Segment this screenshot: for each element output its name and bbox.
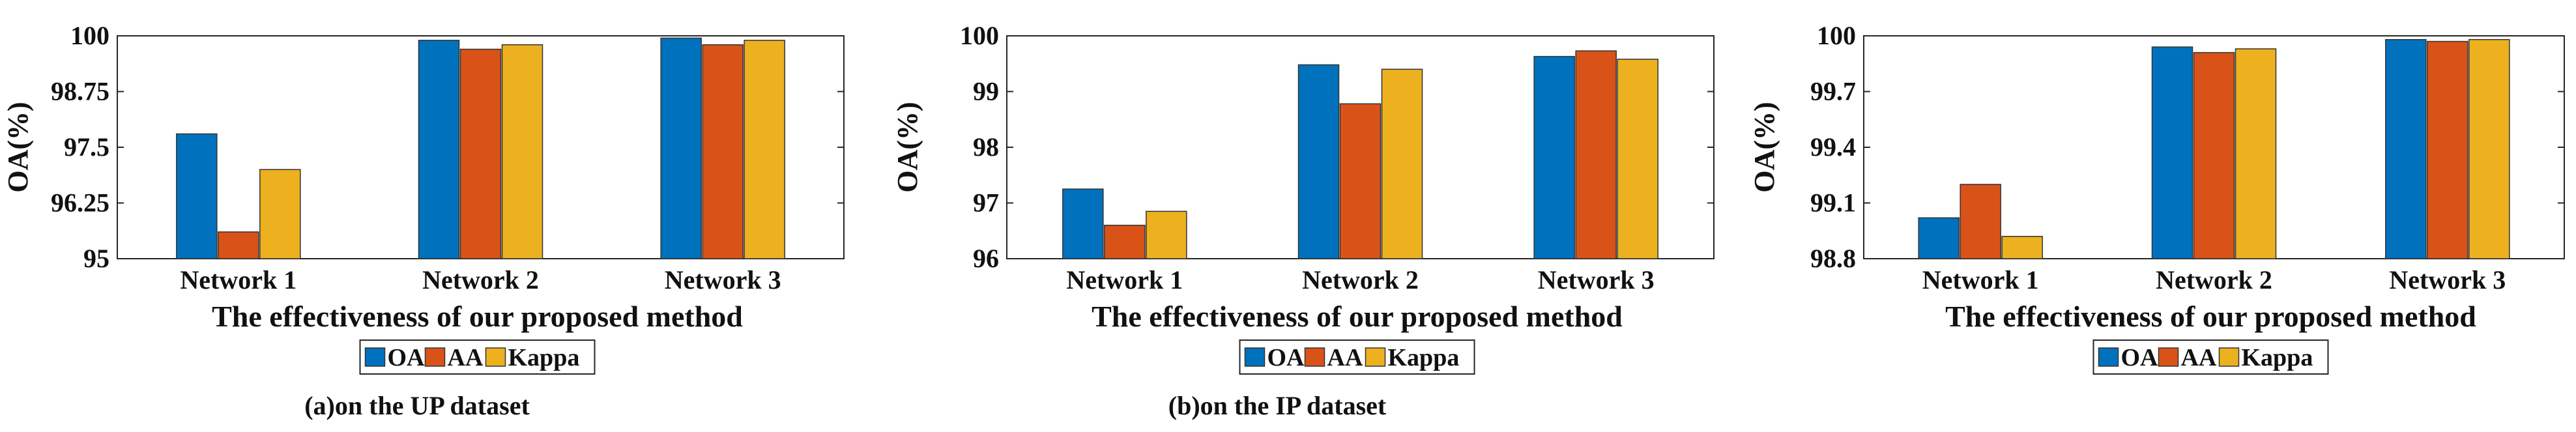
y-tick-label: 98.8 [1810,244,1856,273]
legend-label-aa: AA [1327,344,1363,371]
legend-swatch-oa [364,347,386,367]
y-tick-label: 96 [973,244,999,273]
bar-aa-3 [1575,50,1617,259]
bar-kappa-3 [1617,59,1658,259]
legend-label-kappa: Kappa [1388,344,1460,371]
legend-label-oa: OA [2121,344,2159,371]
y-axis-label: OA(%) [1748,102,1780,192]
legend-label-oa: OA [388,344,426,371]
x-tick-label: Network 3 [1538,265,1655,295]
legend-box [359,339,596,375]
bar-aa-2 [1339,103,1382,259]
chart-panel-2: 96 97 98 99 100 OA(%) Network 1 Network 2 Networ… [891,21,1715,420]
bar-aa-3 [702,44,744,259]
bar-kappa-1 [1146,210,1187,259]
y-tick-label: 99.7 [1810,77,1856,106]
x-tick-label: Network 2 [2156,265,2272,295]
bar-aa-1 [1960,184,2001,259]
legend-label-oa: OA [1267,344,1305,371]
bar-oa-2 [2151,46,2193,259]
chart-panel-3: 98.8 99.1 99.4 99.7 100 OA(%) Network 1 Network… [1748,21,2565,375]
y-tick-label: 97 [973,188,999,218]
y-tick-label: 98 [973,132,999,162]
y-tick-label: 100 [1817,21,1856,50]
bar-aa-3 [2427,40,2468,259]
bar-kappa-2 [501,44,543,259]
y-tick-label: 99.1 [1810,188,1856,218]
legend-swatch-aa [1304,347,1325,367]
bar-kappa-2 [1381,68,1423,259]
y-tick-label: 100 [70,21,109,50]
bar-kappa-1 [2001,236,2043,259]
legend-swatch-oa [1244,347,1266,367]
y-tick-label: 96.25 [51,188,109,218]
x-tick-label: Network 3 [665,265,781,295]
legend: OA AA Kappa [1239,339,1475,375]
y-tick-label: 99 [973,77,999,106]
bar-oa-2 [1297,64,1340,259]
legend-swatch-kappa [485,347,506,367]
x-axis-label: The effectiveness of our proposed method [1945,300,2476,333]
chart-panel-1: 95 96.25 97.5 98.75 100 OA(%) Network 1 Network… [2,21,845,420]
bar-oa-3 [660,37,702,259]
y-axis-label: OA(%) [891,102,923,192]
legend-box [2092,339,2329,375]
bar-oa-1 [1062,188,1104,259]
legend-swatch-oa [2098,347,2119,367]
legend-label-aa: AA [448,344,484,371]
legend: OA AA Kappa [359,339,596,375]
bar-kappa-2 [2235,48,2277,259]
bar-aa-1 [1104,224,1146,259]
y-tick-label: 99.4 [1810,132,1856,162]
panel-caption: (a)on the UP dataset [304,391,530,420]
y-tick-label: 98.75 [51,77,109,106]
bar-aa-2 [2193,51,2235,259]
bar-aa-2 [459,48,502,259]
bar-oa-1 [1918,217,1960,259]
legend-label-kappa: Kappa [508,344,580,371]
legend-box [1239,339,1475,375]
legend-label-aa: AA [2181,344,2217,371]
bar-oa-3 [2385,38,2427,259]
x-axis-label: The effectiveness of our proposed method [1092,300,1623,333]
x-axis-label: The effectiveness of our proposed method [212,300,743,333]
x-tick-label: Network 1 [180,265,297,295]
x-tick-label: Network 1 [1066,265,1183,295]
legend-swatch-kappa [1365,347,1386,367]
x-tick-label: Network 1 [1922,265,2039,295]
panel-caption: (b)on the IP dataset [1168,391,1387,420]
bar-kappa-3 [2468,38,2510,259]
bar-kappa-1 [259,169,301,259]
y-tick-label: 97.5 [64,132,109,162]
bar-oa-3 [1533,55,1575,259]
legend-swatch-kappa [2218,347,2240,367]
y-axis-label: OA(%) [2,102,34,192]
bar-oa-2 [418,40,460,259]
x-tick-label: Network 2 [1302,265,1419,295]
legend: OA AA Kappa [2092,339,2329,375]
legend-label-kappa: Kappa [2242,344,2313,371]
y-tick-label: 100 [960,21,999,50]
bar-aa-1 [218,231,259,259]
bar-kappa-3 [744,40,785,259]
legend-swatch-aa [2158,347,2179,367]
legend-swatch-aa [424,347,446,367]
y-tick-label: 95 [83,244,109,273]
x-tick-label: Network 3 [2389,265,2506,295]
x-tick-label: Network 2 [422,265,539,295]
bar-oa-1 [176,133,218,259]
